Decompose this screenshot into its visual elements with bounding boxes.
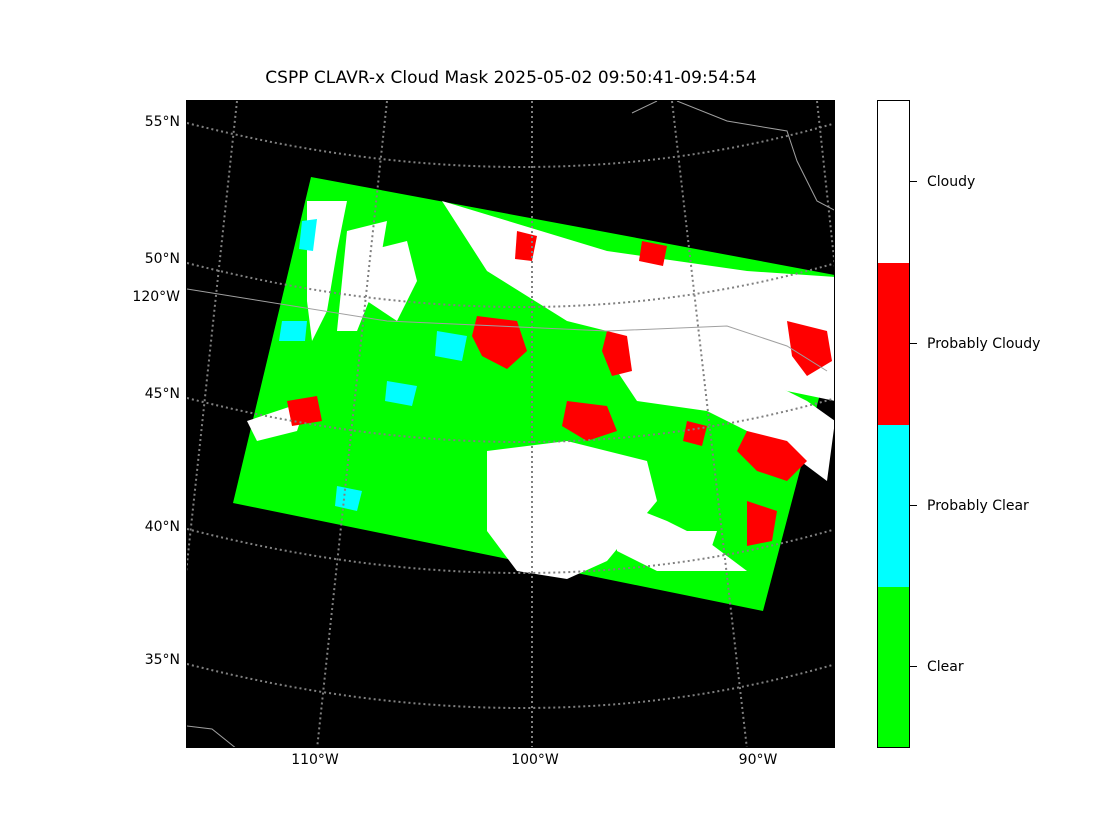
lat-label-45n: 45°N <box>144 386 180 402</box>
borders <box>187 101 834 747</box>
colorbar-segment-probably-cloudy <box>878 263 909 425</box>
colorbar-label-probably-cloudy: Probably Cloudy <box>927 336 1041 352</box>
colorbar-segment-cloudy <box>878 101 909 263</box>
probably-cloudy-regions <box>287 231 832 546</box>
map-panel <box>186 100 835 748</box>
colorbar-tick-probably-cloudy <box>910 343 917 344</box>
lat-label-50n: 50°N <box>144 251 180 267</box>
lon-label-90w: 90°W <box>738 752 778 768</box>
colorbar-label-clear: Clear <box>927 659 964 675</box>
colorbar-segment-probably-clear <box>878 425 909 587</box>
colorbar-tick-probably-clear <box>910 505 917 506</box>
lat-label-40n: 40°N <box>144 519 180 535</box>
lon-label-120w: 120°W <box>132 289 180 305</box>
colorbar-label-cloudy: Cloudy <box>927 174 976 190</box>
colorbar-label-probably-clear: Probably Clear <box>927 498 1029 514</box>
lon-label-110w: 110°W <box>291 752 339 768</box>
probably-clear-regions <box>279 219 467 511</box>
map-canvas <box>187 101 834 747</box>
colorbar-tick-clear <box>910 666 917 667</box>
lat-label-55n: 55°N <box>144 114 180 130</box>
lat-label-35n: 35°N <box>144 652 180 668</box>
lon-label-100w: 100°W <box>511 752 559 768</box>
colorbar-segment-clear <box>878 587 909 747</box>
graticule <box>187 101 834 747</box>
map-title: CSPP CLAVR-x Cloud Mask 2025-05-02 09:50… <box>265 68 757 88</box>
colorbar <box>877 100 910 748</box>
colorbar-tick-cloudy <box>910 181 917 182</box>
